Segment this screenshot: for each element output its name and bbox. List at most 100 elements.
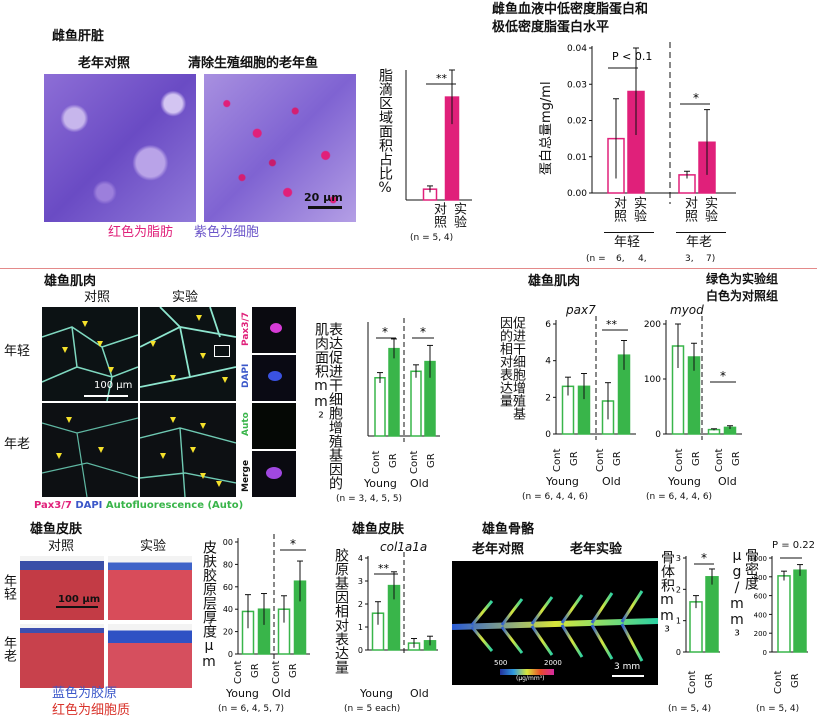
- liver-title: 雌鱼肝脏: [52, 29, 105, 44]
- y-tick-label-5: 1000: [749, 555, 767, 563]
- muscle-legend-pax: Pax3/7: [34, 500, 72, 511]
- myod-sig: *: [720, 369, 726, 383]
- bone-ctrl: 老年对照: [472, 542, 525, 557]
- gene-note-line1: 绿色为实验组: [706, 272, 779, 286]
- skin-young-exp-image: [108, 556, 192, 620]
- myod-group-young: Young: [668, 475, 701, 488]
- bone-vol-x1: GR: [704, 673, 715, 688]
- muscle-title: 雄鱼肌肉: [44, 274, 97, 289]
- muscle-x2: Cont: [409, 450, 420, 474]
- bone-volume-ylabel: 骨体积mm³: [659, 550, 675, 640]
- y-tick-label-2: 0.02: [567, 117, 587, 127]
- y-tick-label-2: 400: [754, 611, 767, 619]
- skin-scale-label: 100 µm: [58, 594, 101, 605]
- muscle-chart: * *: [367, 318, 440, 442]
- muscle-panel-auto: Auto: [241, 412, 251, 436]
- bar-1: [705, 576, 719, 653]
- skin-x2: Cont: [271, 660, 282, 684]
- y-tick-label-3: 3: [676, 554, 681, 563]
- y-tick-label-0: 0: [655, 430, 661, 440]
- bone-den-x1: GR: [790, 673, 801, 688]
- muscle-legend-dapi: DAPI: [75, 500, 103, 511]
- skin-x1: GR: [250, 663, 261, 678]
- liver-exp-label: 清除生殖细胞的老年鱼: [188, 56, 319, 71]
- ldl-n-1: 6,: [616, 254, 625, 264]
- skin-gene-group-old: Old: [410, 687, 429, 700]
- muscle-zoom-auto: [252, 403, 296, 449]
- y-tick-label-1: 20: [223, 628, 233, 637]
- ldl-n-0: (n =: [586, 254, 606, 264]
- muscle-sig-1: *: [382, 325, 388, 339]
- muscle-zoom-box: [214, 345, 230, 357]
- y-tick-label-1: 200: [754, 630, 767, 638]
- bone-vol-x0: Cont: [687, 670, 698, 694]
- ldl-x2: 对照: [682, 196, 697, 222]
- skin-group-old: Old: [272, 687, 291, 700]
- myod-chart: 0 100 200 *: [644, 316, 742, 440]
- bone-colorbar-max: 2000: [544, 659, 562, 667]
- skin-title: 雄鱼皮肤: [30, 522, 83, 537]
- liver-control-image: [44, 74, 196, 222]
- skin-ylabel: 皮肤胶原层厚度µm: [201, 540, 217, 670]
- muscle-sig-2: *: [420, 325, 426, 339]
- gene-pax7-label: pax7: [566, 303, 596, 317]
- y-tick-label-1: 100: [644, 375, 661, 385]
- bone-title: 雄鱼骨骼: [482, 522, 535, 537]
- ldl-x0: 对照: [611, 196, 626, 222]
- y-tick-label-1: 1: [358, 623, 363, 632]
- muscle-x0: Cont: [371, 450, 382, 474]
- muscle-chart-ylabel: 表达促进干细胞增殖基因的肌肉面积mm²: [313, 322, 343, 490]
- bar-0: [689, 601, 703, 653]
- liver-chart: **: [405, 69, 472, 201]
- ldl-n-2: 4,: [638, 254, 647, 264]
- ldl-group-old: 年老: [686, 235, 713, 250]
- skin-gene-chart: 0 1 2 3 4 **: [358, 552, 438, 656]
- y-tick-label-0: 0: [228, 650, 233, 659]
- muscle-old-exp-image: [140, 403, 236, 497]
- muscle-panel-pax: Pax3/7: [241, 311, 251, 346]
- skin-row-young: 年轻: [1, 574, 16, 600]
- pax-x3: GR: [612, 451, 623, 466]
- ldl-p-text: P < 0.1: [612, 50, 652, 63]
- bar-2: [410, 370, 422, 437]
- pax-x1: GR: [569, 451, 580, 466]
- ldl-title-line2: 极低密度脂蛋白水平: [492, 20, 610, 35]
- myod-n-text: (n = 6, 4, 4, 6): [646, 492, 713, 502]
- ldl-chart: 0.00 0.01 0.02 0.03 0.04 P < 0.1 *: [567, 42, 736, 204]
- y-tick-label-0: 0: [358, 646, 363, 655]
- gene-myod-label: myod: [670, 303, 704, 317]
- y-tick-label-0: 0: [763, 649, 767, 657]
- liver-chart-ylabel: 脂滴区域面积占比%: [377, 68, 393, 196]
- liver-experiment-image: 20 µm: [204, 74, 356, 222]
- skin-group-young: Young: [226, 687, 259, 700]
- muscle-x1: GR: [388, 453, 399, 468]
- ldl-group-young: 年轻: [614, 235, 641, 250]
- muscle-scale-label: 100 µm: [94, 380, 133, 391]
- muscle-n-text: (n = 3, 4, 5, 5): [336, 494, 403, 504]
- ldl-old-bracket: [676, 232, 726, 233]
- section-divider: [0, 268, 817, 269]
- y-tick-label-1: 1: [676, 617, 681, 626]
- bone-colorbar: [500, 669, 554, 675]
- y-tick-label-2: 4: [545, 357, 551, 367]
- y-tick-label-4: 800: [754, 574, 767, 582]
- bone-scale-bar: [612, 675, 644, 677]
- gene-ylabel: 促进干细胞增殖基因的相对表达量: [497, 316, 525, 420]
- myod-x0: Cont: [674, 448, 685, 472]
- liver-n-text: (n = 5, 4): [410, 233, 454, 243]
- muscle-exp: 实验: [172, 290, 199, 305]
- skin-gene-group-young: Young: [360, 687, 393, 700]
- skin-title2: 雄鱼皮肤: [352, 522, 405, 537]
- bar-1: [388, 347, 400, 437]
- y-tick-label-3: 6: [545, 320, 551, 330]
- muscle-row-old: 年老: [4, 437, 31, 452]
- pax7-sig: **: [606, 318, 618, 331]
- ldl-young-bracket: [604, 232, 654, 233]
- skin-n-text: (n = 6, 4, 5, 7): [218, 704, 285, 714]
- muscle-zoom-merge: [252, 451, 296, 497]
- liver-sig-text: **: [436, 72, 448, 85]
- muscle-group-young: Young: [364, 477, 397, 490]
- pax-x2: Cont: [595, 448, 606, 472]
- y-tick-label-3: 60: [223, 583, 233, 592]
- bone-density-chart: 0 200 400 600 800 1000: [749, 555, 808, 657]
